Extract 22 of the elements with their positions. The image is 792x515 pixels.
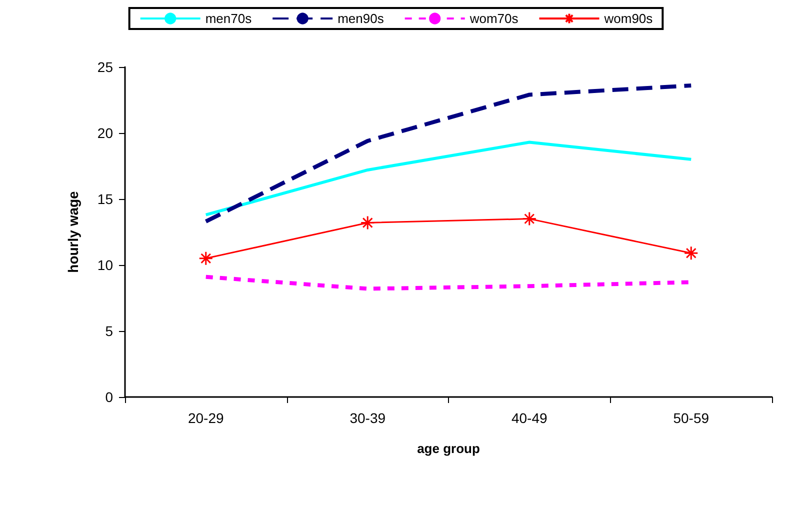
y-tick-label: 10 <box>97 257 114 273</box>
x-tick-label: 20-29 <box>188 410 224 426</box>
y-tick-label: 15 <box>97 191 114 207</box>
legend-label: men90s <box>338 11 384 26</box>
line-series <box>204 83 694 224</box>
y-axis-title: hourly wage <box>65 190 81 273</box>
x-tick-label: 30-39 <box>350 410 386 426</box>
point <box>198 251 214 266</box>
y-tick-label: 5 <box>105 323 114 339</box>
point <box>684 246 698 260</box>
legend-label: men70s <box>205 11 252 26</box>
x-axis-title: age group <box>417 441 480 456</box>
y-tick-label: 20 <box>97 125 114 141</box>
point <box>360 216 375 230</box>
legend-label: wom90s <box>603 11 654 26</box>
legend-label: wom70s <box>468 11 519 26</box>
x-tick-label: 50-59 <box>673 410 710 426</box>
y-tick-label: 25 <box>97 59 114 75</box>
x-tick-label: 40-49 <box>511 410 548 426</box>
line-series <box>204 140 693 216</box>
y-tick-label: 0 <box>105 389 114 405</box>
point <box>522 212 537 226</box>
